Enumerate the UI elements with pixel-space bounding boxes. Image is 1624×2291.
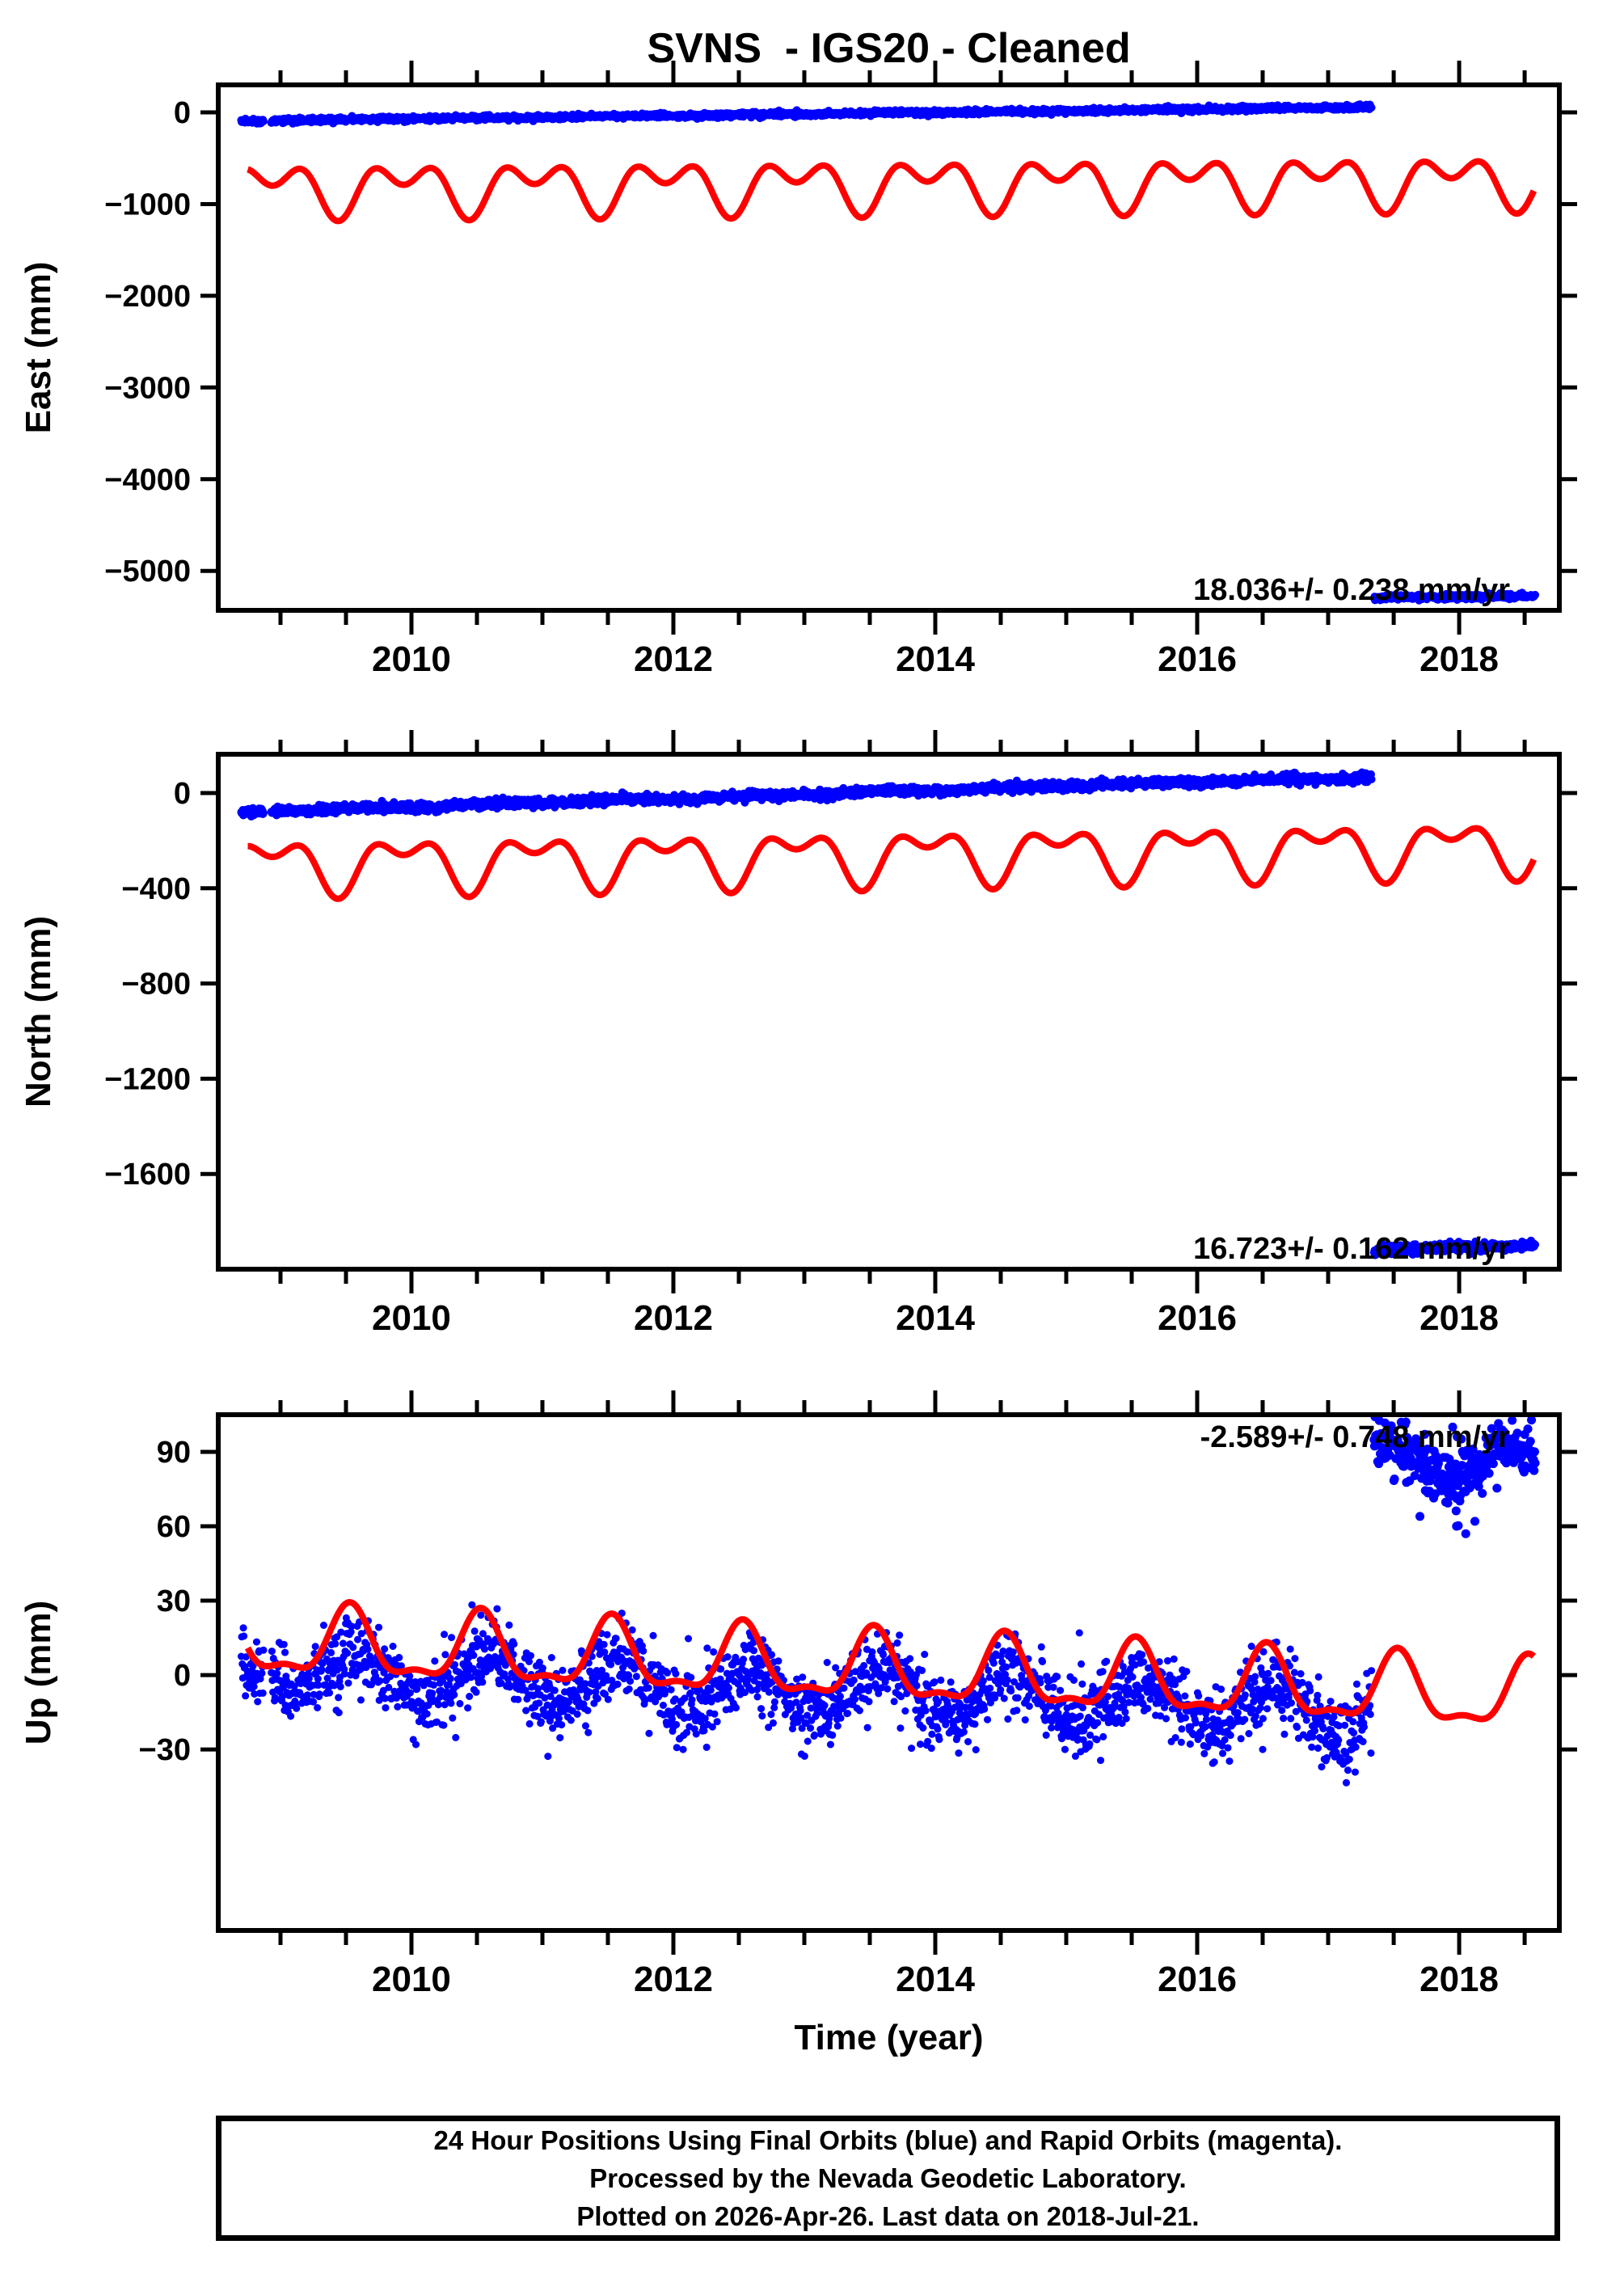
east-final-orbit-positions-after-offset (1369, 589, 1540, 605)
east-model-fit (246, 158, 1538, 225)
up-xtick-label: 2012 (634, 1960, 713, 1999)
up-ytick-label: 60 (157, 1510, 191, 1544)
east-ytick-label: −3000 (104, 371, 191, 405)
up-xtick-label: 2014 (896, 1960, 975, 1999)
east-xtick-label: 2018 (1419, 639, 1499, 679)
east-ytick-label: −1000 (104, 188, 191, 222)
up-axis-title: Up (mm) (19, 1601, 58, 1745)
north-xtick-label: 2010 (372, 1298, 451, 1338)
north-final-orbit-positions (237, 768, 1376, 821)
up-ytick-label: −30 (139, 1733, 191, 1767)
north-xtick-label: 2018 (1419, 1298, 1499, 1338)
north-model-fit (246, 825, 1538, 902)
north-xtick-label: 2016 (1158, 1298, 1237, 1338)
north-axis-title: North (mm) (19, 916, 58, 1108)
up-xtick-label: 2010 (372, 1960, 451, 1999)
north-ytick-label: 0 (174, 777, 191, 811)
caption-box: 24 Hour Positions Using Final Orbits (bl… (216, 2116, 1560, 2241)
east-axis-title: East (mm) (19, 262, 58, 434)
up-velocity-annotation: -2.589+/- 0.748 mm/yr (1200, 1420, 1511, 1454)
up-final-orbit-positions-after-offset (1369, 1415, 1540, 1538)
north-panel: 0 −400 −800 −1200 −1600 2010 2012 2014 2016 2018 N… (19, 730, 1577, 1338)
east-final-orbit-positions (237, 100, 1376, 128)
north-ytick-label: −1600 (104, 1158, 191, 1192)
x-axis-title: Time (year) (795, 2018, 984, 2057)
page-title: SVNS - IGS20 - Cleaned (647, 25, 1131, 72)
east-velocity-annotation: 18.036+/- 0.238 mm/yr (1193, 573, 1510, 607)
east-ytick-label: −5000 (104, 555, 191, 589)
north-velocity-annotation: 16.723+/- 0.162 mm/yr (1193, 1232, 1510, 1266)
up-xtick-label: 2016 (1158, 1960, 1237, 1999)
up-frame (216, 1412, 1562, 1933)
caption-line-2: Processed by the Nevada Geodetic Laborat… (589, 2163, 1187, 2193)
north-ytick-label: −800 (121, 968, 191, 1002)
caption-line-3: Plotted on 2026-Apr-26. Last data on 201… (576, 2201, 1200, 2231)
up-xtick-label: 2018 (1419, 1960, 1499, 1999)
north-ytick-label: −1200 (104, 1062, 191, 1096)
east-ticks (200, 61, 1577, 635)
up-ytick-label: 30 (157, 1584, 191, 1618)
east-ytick-label: −4000 (104, 463, 191, 497)
east-ytick-label: −2000 (104, 280, 191, 314)
east-xtick-label: 2010 (372, 639, 451, 679)
north-xtick-label: 2014 (896, 1298, 975, 1338)
east-frame (216, 82, 1562, 613)
east-xtick-label: 2016 (1158, 639, 1237, 679)
up-panel: 90 60 30 0 −30 2010 2012 2014 2016 2018 Up (mm) -2.… (19, 1390, 1577, 1999)
east-xtick-label: 2012 (634, 639, 713, 679)
north-final-orbit-positions-after-offset (1369, 1236, 1540, 1259)
east-panel: 0 −1000 −2000 −3000 −4000 −5000 2010 2012 2014 20… (19, 61, 1577, 679)
caption-line-1: 24 Hour Positions Using Final Orbits (bl… (433, 2125, 1343, 2155)
up-ytick-label: 0 (174, 1659, 191, 1693)
east-ytick-label: 0 (174, 96, 191, 130)
north-xtick-label: 2012 (634, 1298, 713, 1338)
up-final-orbit-positions (237, 1601, 1376, 1787)
up-ytick-label: 90 (157, 1436, 191, 1470)
up-model-fit (244, 1599, 1537, 1723)
east-xtick-label: 2014 (896, 639, 975, 679)
north-frame (216, 752, 1562, 1272)
north-ytick-label: −400 (121, 872, 191, 906)
